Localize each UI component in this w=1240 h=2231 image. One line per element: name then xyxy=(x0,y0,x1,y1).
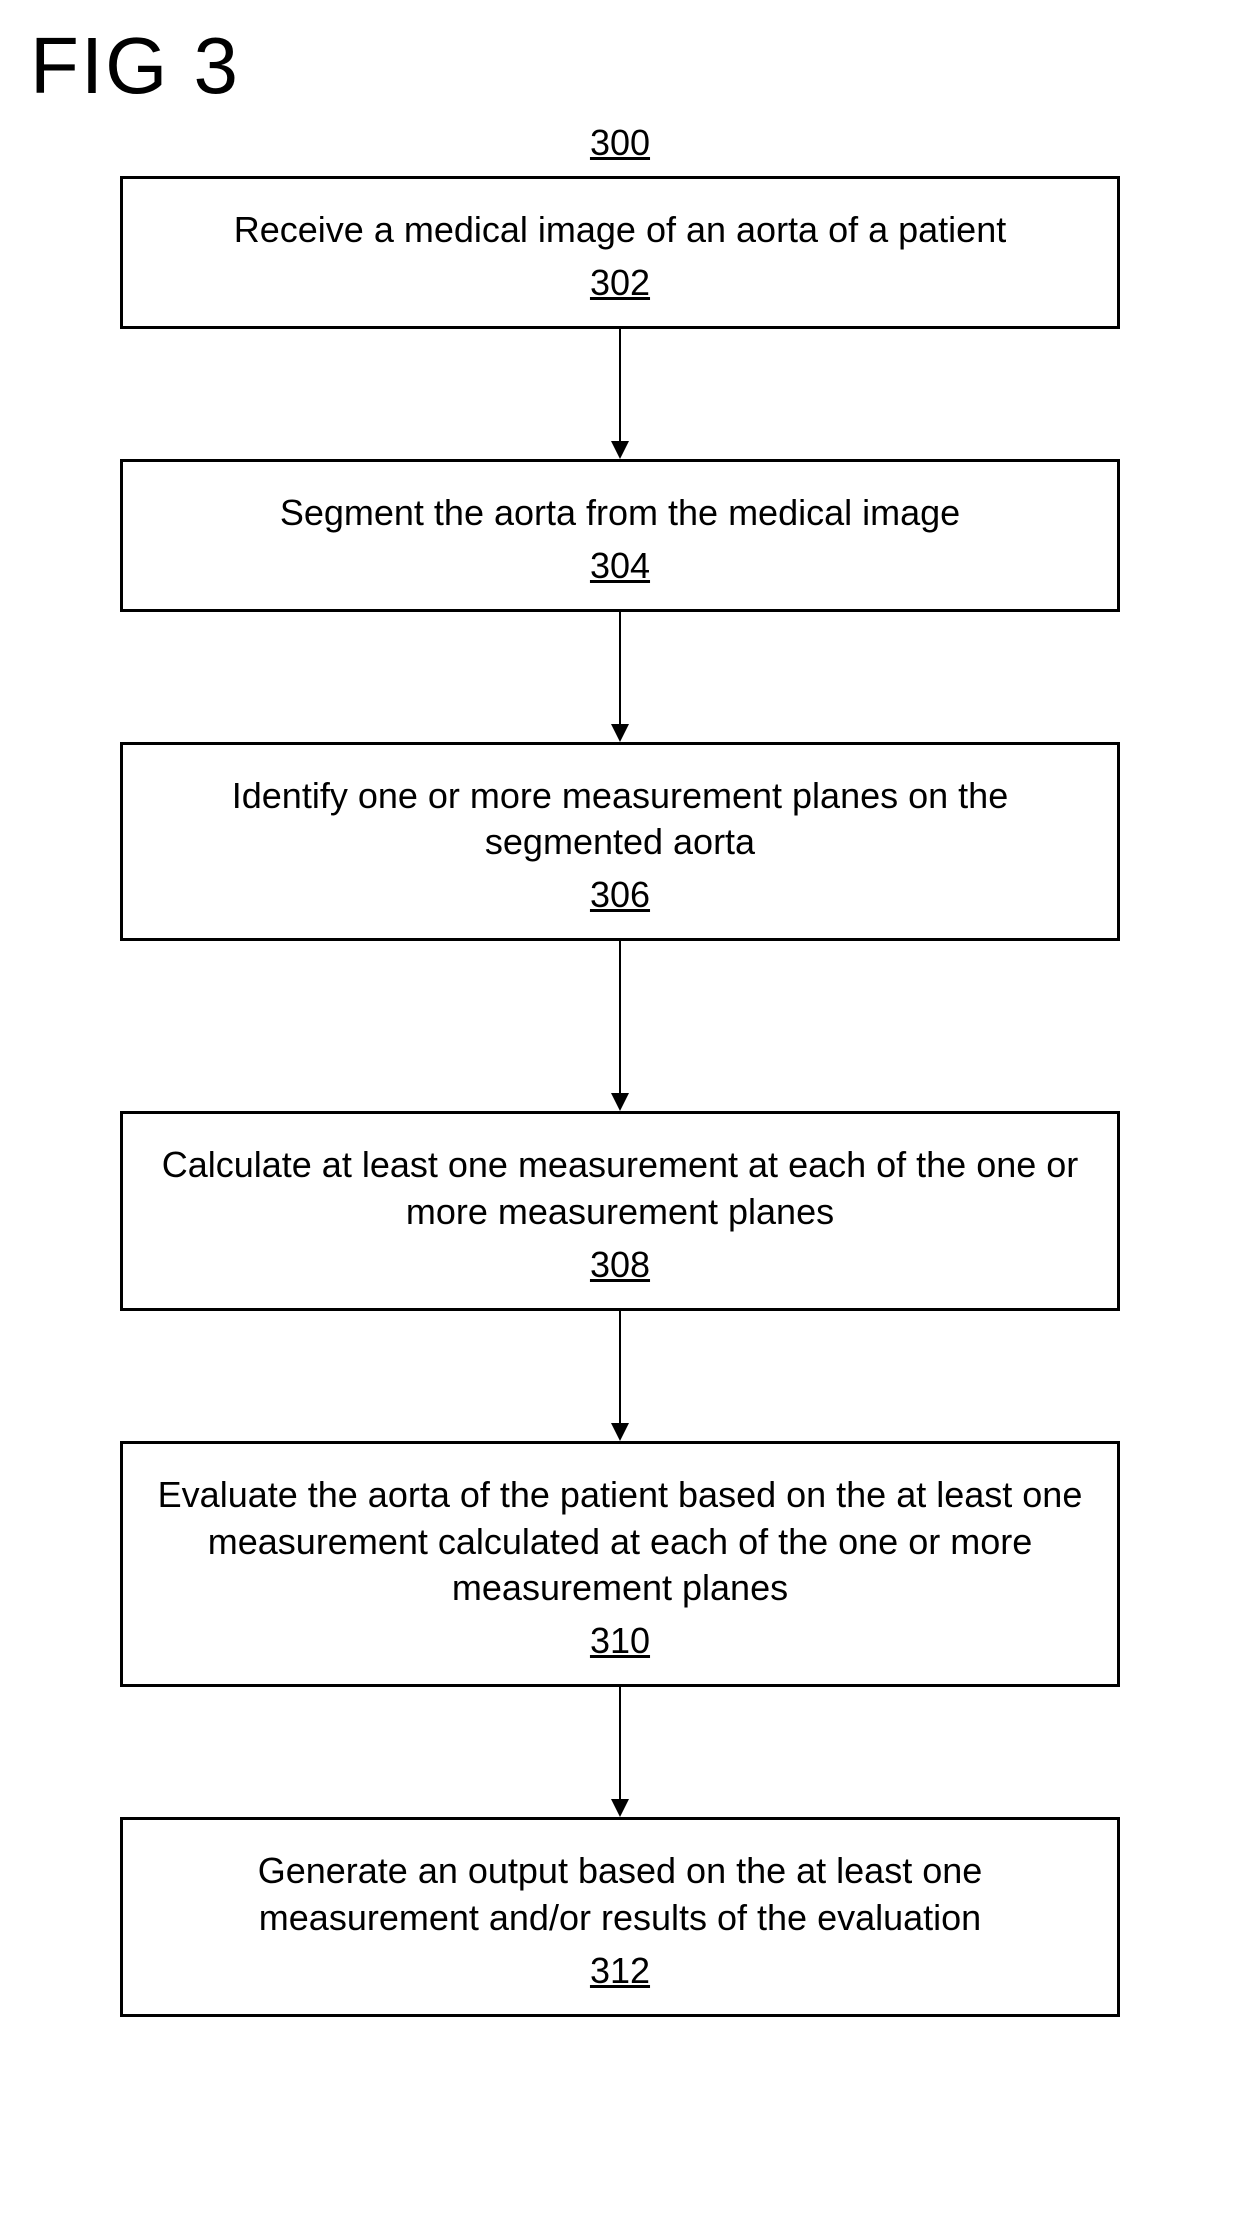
flow-arrow xyxy=(605,1311,635,1441)
flow-box-text: Evaluate the aorta of the patient based … xyxy=(153,1472,1087,1612)
flow-box-number: 306 xyxy=(153,874,1087,916)
flow-box-number: 302 xyxy=(153,262,1087,304)
flow-box: Receive a medical image of an aorta of a… xyxy=(120,176,1120,329)
flow-arrow xyxy=(605,329,635,459)
arrow-down-icon xyxy=(605,612,635,742)
flow-box-number: 310 xyxy=(153,1620,1087,1662)
flow-arrow xyxy=(605,941,635,1111)
flow-box: Evaluate the aorta of the patient based … xyxy=(120,1441,1120,1687)
flow-box: Segment the aorta from the medical image… xyxy=(120,459,1120,612)
flow-arrow xyxy=(605,1687,635,1817)
flow-box-text: Generate an output based on the at least… xyxy=(153,1848,1087,1942)
arrow-down-icon xyxy=(605,329,635,459)
arrow-down-icon xyxy=(605,1687,635,1817)
arrow-down-icon xyxy=(605,1311,635,1441)
flow-box-text: Receive a medical image of an aorta of a… xyxy=(153,207,1087,254)
flow-box-number: 312 xyxy=(153,1950,1087,1992)
flow-box-text: Identify one or more measurement planes … xyxy=(153,773,1087,867)
flow-arrow xyxy=(605,612,635,742)
flow-box-number: 304 xyxy=(153,545,1087,587)
flow-box-number: 308 xyxy=(153,1244,1087,1286)
flow-box: Generate an output based on the at least… xyxy=(120,1817,1120,2017)
flow-box-text: Segment the aorta from the medical image xyxy=(153,490,1087,537)
flowchart-container: Receive a medical image of an aorta of a… xyxy=(40,176,1200,2017)
flow-box-text: Calculate at least one measurement at ea… xyxy=(153,1142,1087,1236)
flow-box: Identify one or more measurement planes … xyxy=(120,742,1120,942)
arrow-down-icon xyxy=(605,941,635,1111)
figure-label: FIG 3 xyxy=(30,20,1200,112)
flow-box: Calculate at least one measurement at ea… xyxy=(120,1111,1120,1311)
figure-reference-number: 300 xyxy=(40,122,1200,164)
